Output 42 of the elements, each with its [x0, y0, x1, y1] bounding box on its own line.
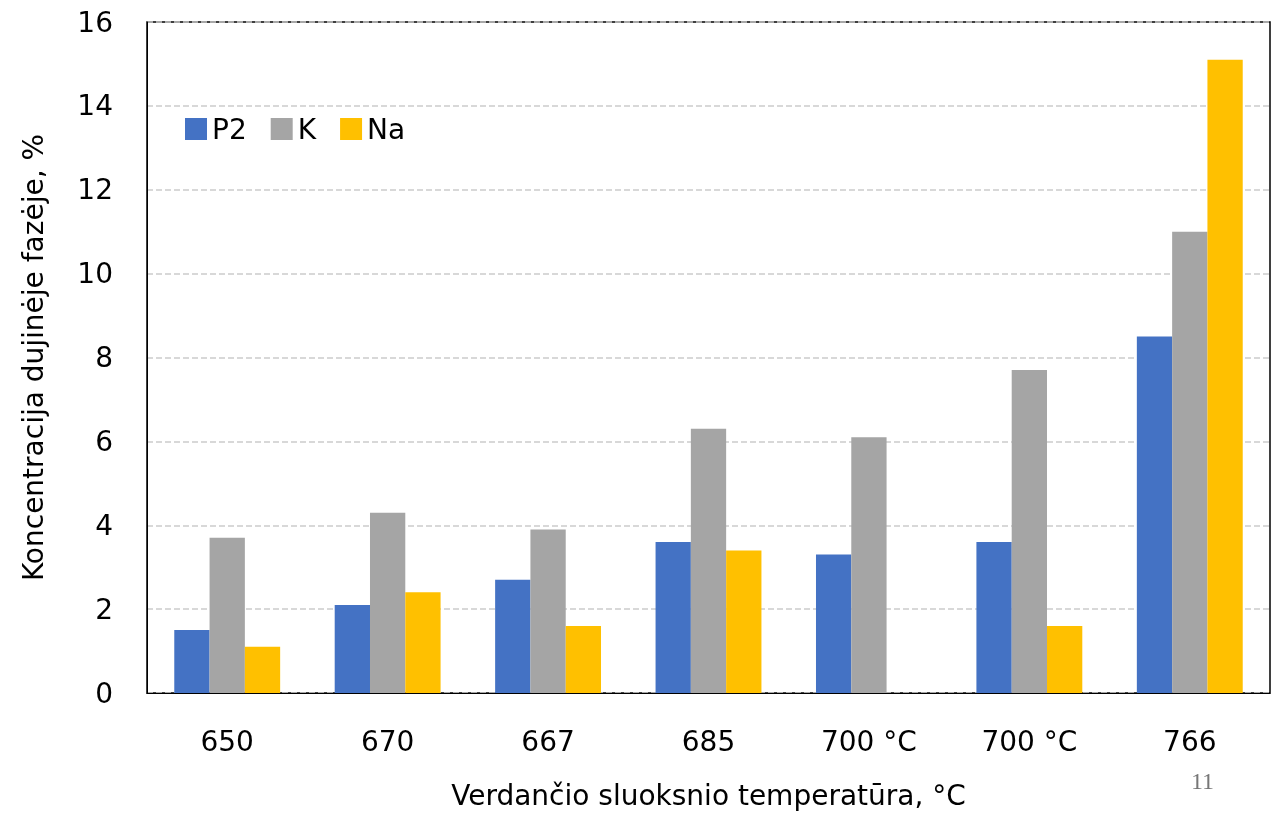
- bar: [815, 554, 852, 693]
- x-tick-label: 670: [360, 724, 415, 758]
- text: 11: [1190, 768, 1214, 794]
- bar: [1047, 625, 1083, 693]
- bar: [405, 592, 441, 693]
- bar: [1207, 59, 1243, 693]
- y-tick-label: 8: [95, 341, 113, 374]
- x-tick-label: 700 °C: [820, 724, 917, 758]
- x-tick-label: 766: [1163, 724, 1217, 758]
- bar: [530, 529, 566, 693]
- y-tick-label: 2: [95, 592, 113, 626]
- x-tick-label: 700 °C: [981, 724, 1078, 758]
- y-tick-label: 4: [95, 508, 113, 542]
- x-tick-label: 667: [521, 724, 575, 758]
- y-tick-label: 10: [77, 257, 113, 291]
- y-tick-label: 0: [95, 676, 113, 710]
- bar: [690, 428, 727, 693]
- bar: [851, 437, 887, 693]
- bar: [174, 630, 210, 693]
- x-axis-title: Verdančio sluoksnio temperatūra, °C: [451, 778, 966, 812]
- y-tick-label: 6: [95, 424, 113, 458]
- bar: [726, 550, 762, 693]
- bar: [244, 646, 281, 693]
- bar: [334, 604, 370, 693]
- bar: [1011, 370, 1047, 693]
- y-tick-label: 16: [77, 5, 113, 39]
- bar: [1172, 231, 1208, 693]
- bar: [655, 542, 691, 693]
- y-tick-label: 14: [77, 89, 113, 123]
- x-tick-label: 685: [681, 724, 736, 758]
- bar: [370, 512, 406, 693]
- legend-label: Na: [367, 112, 406, 146]
- bar: [565, 625, 602, 693]
- bar: [209, 537, 245, 693]
- bar: [495, 579, 531, 693]
- bar: [976, 542, 1012, 693]
- x-tick-label: 650: [200, 724, 254, 758]
- y-tick-label: 12: [77, 173, 113, 207]
- legend-label: P2: [212, 112, 247, 146]
- legend-label: K: [297, 112, 317, 146]
- bar: [1136, 336, 1173, 693]
- y-axis-title: Koncentracija dujinėje fazėje, %: [16, 133, 50, 582]
